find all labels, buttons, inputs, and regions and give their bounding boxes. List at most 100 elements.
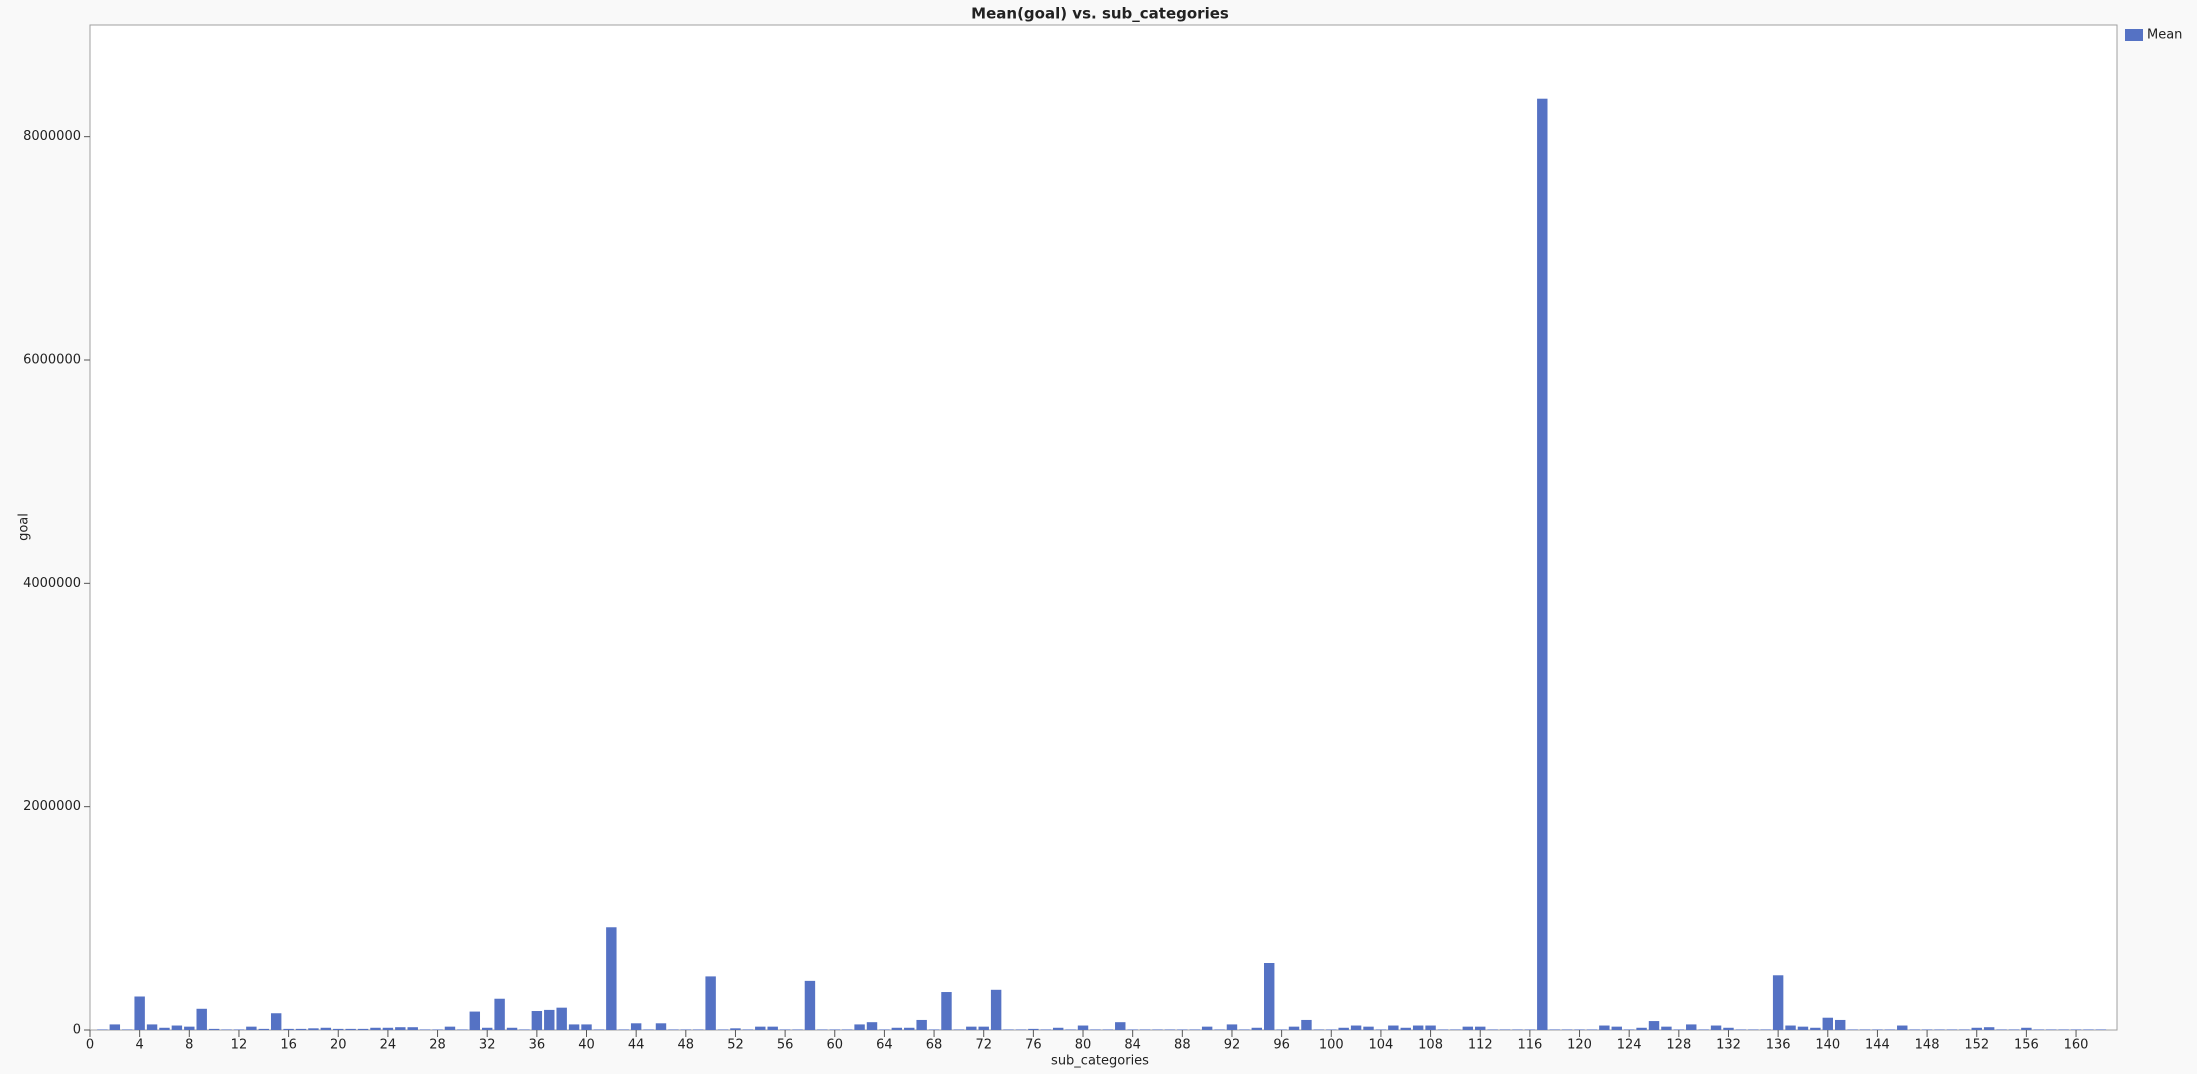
bar: [122, 1029, 133, 1030]
x-tick-label: 40: [578, 1038, 595, 1053]
bar: [1797, 1026, 1809, 1030]
x-tick-label: 88: [1174, 1038, 1191, 1053]
bar: [2008, 1029, 2020, 1030]
bar: [1959, 1029, 1970, 1030]
bar: [1226, 1024, 1238, 1030]
bar: [593, 1029, 605, 1030]
bar: [1897, 1025, 1908, 1030]
x-tick-label: 116: [1517, 1038, 1542, 1053]
bar: [693, 1029, 704, 1030]
x-tick-label: 108: [1418, 1038, 1443, 1053]
bar: [1189, 1029, 1200, 1030]
x-tick-label: 76: [1025, 1038, 1042, 1053]
x-tick-label: 100: [1319, 1038, 1344, 1053]
plot-area: [89, 24, 2118, 1031]
bar: [1921, 1029, 1933, 1030]
bar: [1996, 1029, 2007, 1030]
bar: [1437, 1029, 1449, 1030]
x-tick-label: 136: [1766, 1038, 1791, 1053]
bar: [2033, 1029, 2045, 1030]
bar: [1946, 1029, 1958, 1030]
bar: [270, 1013, 282, 1030]
bar: [1748, 1029, 1759, 1030]
x-tick-label: 16: [280, 1038, 297, 1053]
bar: [1623, 1029, 1635, 1030]
x-tick-label: 104: [1369, 1038, 1394, 1053]
bar: [506, 1027, 518, 1030]
x-tick-label: 92: [1224, 1038, 1241, 1053]
x-tick-label: 152: [1964, 1038, 1989, 1053]
bar: [1077, 1025, 1089, 1030]
bar: [208, 1028, 220, 1030]
bar: [1177, 1029, 1188, 1030]
y-axis-label: goal: [17, 513, 32, 541]
bar: [432, 1029, 443, 1030]
bar: [1139, 1029, 1151, 1030]
x-tick-label: 68: [926, 1038, 943, 1053]
bar: [1971, 1027, 1982, 1030]
x-tick-label: 4: [136, 1038, 144, 1053]
bar: [1450, 1029, 1461, 1030]
y-tick-label: 6000000: [23, 353, 81, 368]
bar: [1115, 1022, 1126, 1030]
bar: [755, 1026, 766, 1030]
x-tick-label: 72: [975, 1038, 992, 1053]
bar: [1375, 1029, 1387, 1030]
x-tick-label: 48: [678, 1038, 695, 1053]
x-tick-label: 44: [628, 1038, 645, 1053]
x-axis-label: sub_categories: [1051, 1054, 1149, 1069]
bar: [308, 1028, 319, 1030]
x-tick-label: 52: [727, 1038, 744, 1053]
bar: [680, 1029, 692, 1030]
bar: [1052, 1027, 1064, 1030]
bar: [904, 1027, 915, 1030]
legend-label: Mean: [2147, 28, 2182, 43]
bar: [1326, 1029, 1337, 1030]
bar: [1983, 1027, 1995, 1030]
bar: [990, 989, 1002, 1030]
bar: [1040, 1029, 1051, 1030]
bar: [1350, 1025, 1362, 1030]
bar: [233, 1029, 245, 1030]
bar: [829, 1029, 840, 1030]
bar: [1561, 1029, 1573, 1030]
bar: [1772, 975, 1784, 1030]
bar: [1586, 1029, 1598, 1030]
bar: [184, 1026, 195, 1030]
bar: [1499, 1029, 1511, 1030]
bar: [1412, 1025, 1424, 1030]
bar: [841, 1029, 853, 1030]
bar: [1102, 1029, 1114, 1030]
bar: [792, 1029, 803, 1030]
x-tick-label: 124: [1617, 1038, 1642, 1053]
bar: [655, 1023, 667, 1030]
bar: [1810, 1027, 1821, 1030]
bar: [2070, 1029, 2082, 1030]
bar: [1822, 1017, 1833, 1030]
bar: [779, 1029, 791, 1030]
bar: [2045, 1029, 2057, 1030]
bar: [2058, 1029, 2069, 1030]
bar: [97, 1029, 108, 1030]
bar: [668, 1029, 679, 1030]
bar: [817, 1029, 828, 1030]
bar: [717, 1029, 729, 1030]
bar: [221, 1029, 232, 1030]
bar: [1164, 1029, 1176, 1030]
bar: [1723, 1027, 1734, 1030]
bar: [730, 1028, 741, 1030]
bar: [1313, 1029, 1325, 1030]
bar: [419, 1029, 431, 1030]
bar: [618, 1029, 629, 1030]
bar: [357, 1028, 369, 1030]
y-tick-label: 0: [73, 1023, 81, 1038]
bar: [1785, 1025, 1796, 1030]
bar: [643, 1029, 654, 1030]
bar: [1524, 1029, 1536, 1030]
x-tick-label: 128: [1666, 1038, 1691, 1053]
bar: [1263, 963, 1275, 1030]
bar: [1425, 1025, 1436, 1030]
bar: [1661, 1026, 1672, 1030]
bar: [879, 1029, 890, 1030]
